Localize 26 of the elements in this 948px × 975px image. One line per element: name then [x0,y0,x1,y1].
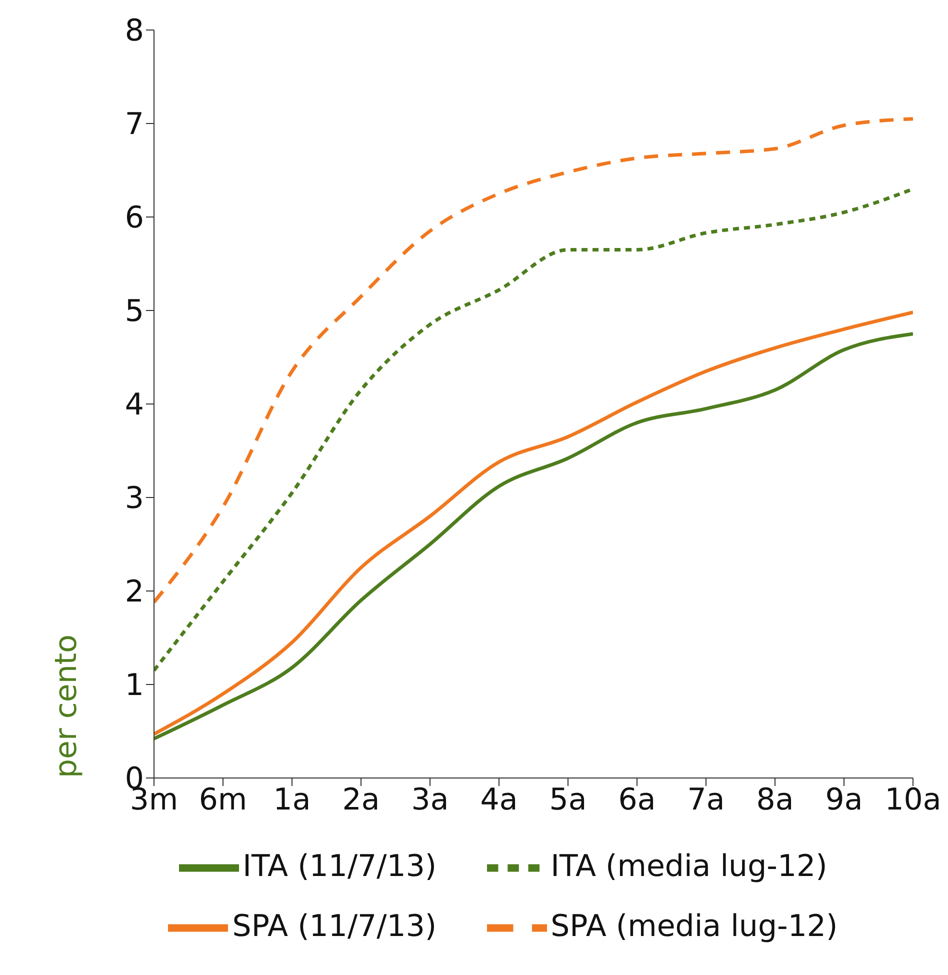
legend-label: SPA (11/7/13) [232,909,437,944]
y-axis-title: per cento [49,634,84,778]
y-tick-label: 3 [124,481,144,516]
x-tick-label: 1a [273,782,311,818]
y-tick-label: 5 [124,294,144,330]
y-tick-label: 8 [124,14,144,49]
y-tick-label: 6 [124,200,144,236]
y-tick-label: 2 [124,574,144,610]
x-tick-label: 8a [756,782,794,818]
legend-label: SPA (media lug-12) [550,909,838,944]
x-tick-label: 7a [687,782,725,818]
y-tick-label: 4 [124,388,144,423]
x-tick-label: 9a [825,782,863,818]
x-tick-label: 2a [342,782,380,818]
y-tick-label: 7 [124,107,144,142]
x-tick-label: 5a [549,782,587,818]
x-tick-label: 3a [411,782,449,818]
legend-label: ITA (11/7/13) [242,849,437,884]
line-series [154,117,913,604]
legend-label: ITA (media lug-12) [550,849,828,884]
x-tick-label: 6a [618,782,656,818]
y-tick-label: 1 [124,668,144,704]
x-tick-label: 4a [480,782,518,818]
line-series [154,187,913,672]
x-tick-label: 6m [198,782,248,818]
x-tick-label: 10a [884,782,942,818]
